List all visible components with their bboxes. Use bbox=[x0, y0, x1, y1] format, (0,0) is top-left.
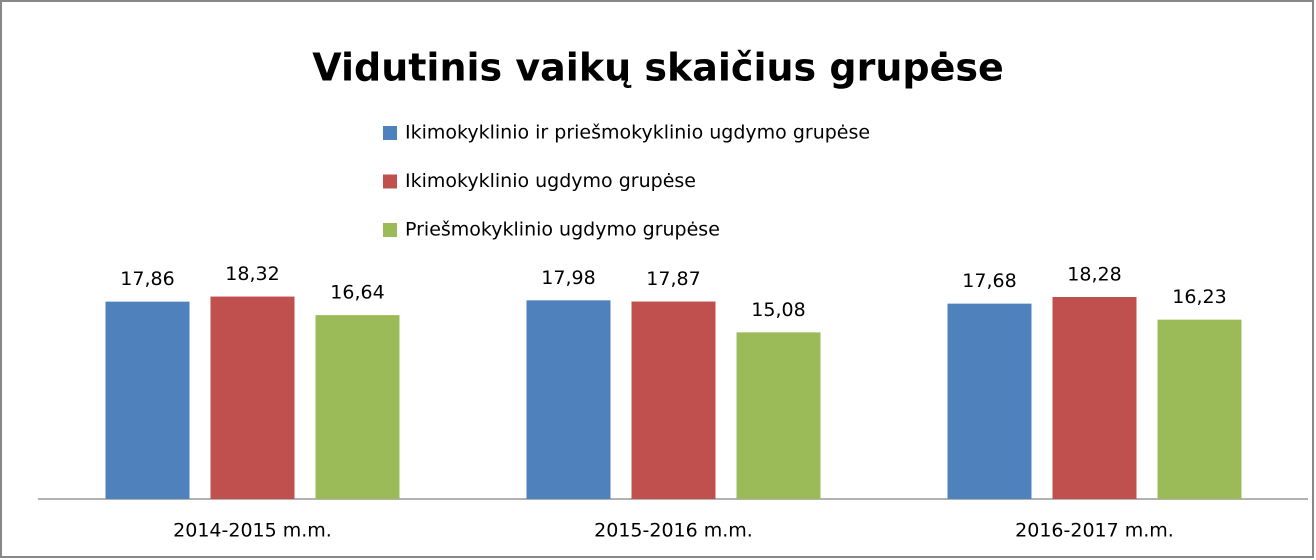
legend-swatch bbox=[383, 126, 397, 140]
data-label: 16,23 bbox=[1172, 286, 1226, 308]
data-label: 17,68 bbox=[962, 270, 1016, 292]
bar bbox=[105, 301, 190, 499]
data-label: 17,86 bbox=[120, 268, 174, 290]
data-label: 15,08 bbox=[751, 299, 805, 321]
legend-label: Priešmokyklinio ugdymo grupėse bbox=[405, 219, 720, 241]
bar bbox=[210, 296, 295, 499]
bar bbox=[736, 332, 821, 499]
x-tick-label: 2016-2017 m.m. bbox=[1015, 520, 1174, 542]
data-label: 17,87 bbox=[646, 268, 700, 290]
legend-label: Ikimokyklinio ugdymo grupėse bbox=[405, 170, 696, 192]
x-tick-label: 2015-2016 m.m. bbox=[594, 520, 753, 542]
chart-title: Vidutinis vaikų skaičius grupėse bbox=[312, 46, 1004, 90]
bar bbox=[526, 300, 611, 499]
data-label: 17,98 bbox=[541, 267, 595, 289]
bar bbox=[1157, 319, 1242, 499]
bar bbox=[315, 315, 400, 499]
x-tick-label: 2014-2015 m.m. bbox=[173, 520, 332, 542]
data-label: 18,28 bbox=[1067, 264, 1121, 286]
bar bbox=[1052, 297, 1137, 499]
bar bbox=[631, 301, 716, 499]
legend-swatch bbox=[383, 174, 397, 189]
bar bbox=[947, 303, 1032, 499]
data-label: 18,32 bbox=[225, 263, 279, 285]
legend-label: Ikimokyklinio ir priešmokyklinio ugdymo … bbox=[405, 122, 870, 144]
legend-swatch bbox=[383, 223, 397, 237]
data-label: 16,64 bbox=[330, 282, 384, 304]
